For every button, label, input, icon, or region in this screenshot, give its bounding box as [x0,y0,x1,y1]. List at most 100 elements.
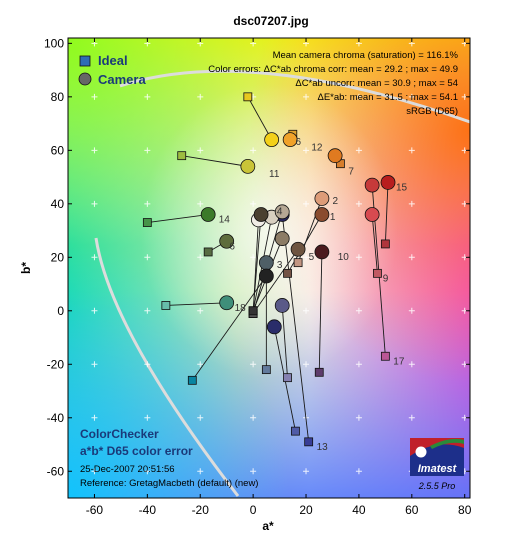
grid-marker [197,147,204,154]
grid-marker [91,468,98,475]
ideal-point [177,151,187,161]
tick-labels: -60 -40 -20 0 20 40 60 80 -60 -40 -20 0 20 40 60 80 100 [44,36,472,517]
stats-block: Mean camera chroma (saturation) = 116.1%… [208,50,458,117]
grid-marker [355,361,362,368]
patch-label: 6 [295,137,301,148]
ideal-point [380,239,390,249]
patch-label: 12 [311,142,323,153]
grid-marker [408,147,415,154]
grid-marker [408,93,415,100]
y-tick-label: 80 [51,90,65,104]
stats-line-3: ΔC*ab uncorr: mean = 30.9 ; max = 54 [295,78,458,89]
camera-point [253,207,269,222]
grid-marker [197,361,204,368]
camera-point [219,295,235,311]
grid-marker [250,200,257,207]
error-vector [247,96,273,140]
grid-marker [303,200,310,207]
grid-marker [197,307,204,314]
patch-label: 11 [269,169,280,180]
grid-marker [197,200,204,207]
legend-ideal-marker [79,55,91,67]
ideal-point [314,367,324,377]
grid-marker [144,468,151,475]
grid-marker [303,361,310,368]
grid-marker [197,254,204,261]
colorchecker-title: ColorChecker [80,427,159,441]
grid-marker [197,468,204,475]
ideal-point [243,92,253,102]
y-tick-label: 100 [44,36,64,50]
patch-label: 10 [338,252,350,263]
plot-frame [67,37,471,499]
ideal-point [283,373,292,383]
camera-point [327,148,343,164]
grid-marker [91,361,98,368]
grid-marker [91,200,98,207]
grid-marker [355,147,362,154]
camera-point [266,319,282,335]
grid-marker [303,93,310,100]
x-tick-label: 60 [405,503,419,517]
ideal-point [291,426,300,436]
legend: Ideal Camera [78,53,146,87]
ideal-point [187,375,197,385]
stats-line-2: Color errors: ΔC*ab chroma corr: mean = … [208,64,458,75]
patch-label: 18 [235,303,247,314]
error-vector [281,214,310,442]
camera-point [380,175,396,190]
grid-marker [91,254,98,261]
y-tick-label: -60 [47,464,65,478]
logo-text: Imatest [418,463,458,475]
grid-marker [250,468,257,475]
color-error-subtitle: a*b* D65 color error [80,444,193,458]
stats-line-5: sRGB (D65) [406,106,458,117]
ideal-point [304,437,314,447]
patch-label: 1 [330,212,336,223]
grid-marker [355,414,362,421]
grid-marker [250,254,257,261]
ideal-point [248,306,258,316]
y-tick-label: -40 [47,411,65,425]
grid-marker [91,414,98,421]
ideal-point [373,268,382,278]
gamut-boundary-top [119,69,470,124]
x-tick-label: 40 [352,503,366,517]
x-tick-label: -20 [192,503,210,517]
axis-ticks [68,38,470,498]
gamut-boundary-left [94,237,240,497]
camera-series [200,132,396,335]
grid-marker [408,361,415,368]
patch-label: 15 [396,182,408,193]
camera-point [290,241,306,257]
grid-marker [355,200,362,207]
grid-marker [250,361,257,368]
ideal-point [203,247,213,257]
ideal-series [142,92,390,447]
grid-marker [91,147,98,154]
camera-point [258,255,274,271]
grid-marker [144,414,151,421]
camera-point [314,207,330,222]
chart-date: 25-Dec-2007 20:51:56 [80,464,175,475]
grid-marker [355,254,362,261]
error-vector [371,214,378,274]
grid-marker [408,254,415,261]
chart-title: dsc07207.jpg [233,14,308,28]
camera-point [314,191,330,206]
error-vector [147,214,209,223]
grid-marker [408,307,415,314]
grid-marker [197,93,204,100]
x-tick-label: 20 [299,503,313,517]
grid-marker [250,414,257,421]
grid-marker [408,414,415,421]
grid-marker [144,361,151,368]
ideal-point [283,268,292,278]
ideal-point [161,301,171,310]
y-tick-label: -20 [47,357,65,371]
patch-label: 9 [383,273,389,284]
patch-label: 7 [348,166,354,177]
grid-marker [303,254,310,261]
camera-point [274,298,290,313]
